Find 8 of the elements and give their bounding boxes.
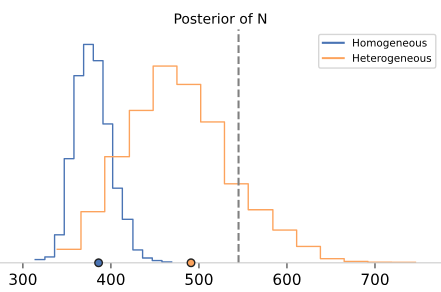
x-tick-label: 300 (9, 273, 36, 286)
x-tick-label: 400 (97, 273, 124, 286)
legend-label: Heterogeneous (353, 54, 432, 64)
chart-title: Posterior of N (174, 13, 266, 24)
x-tick-label: 500 (186, 273, 212, 286)
x-tick-label: 600 (273, 273, 301, 286)
legend-label: Homogeneous (353, 38, 427, 49)
x-tick-label: 700 (362, 273, 389, 286)
